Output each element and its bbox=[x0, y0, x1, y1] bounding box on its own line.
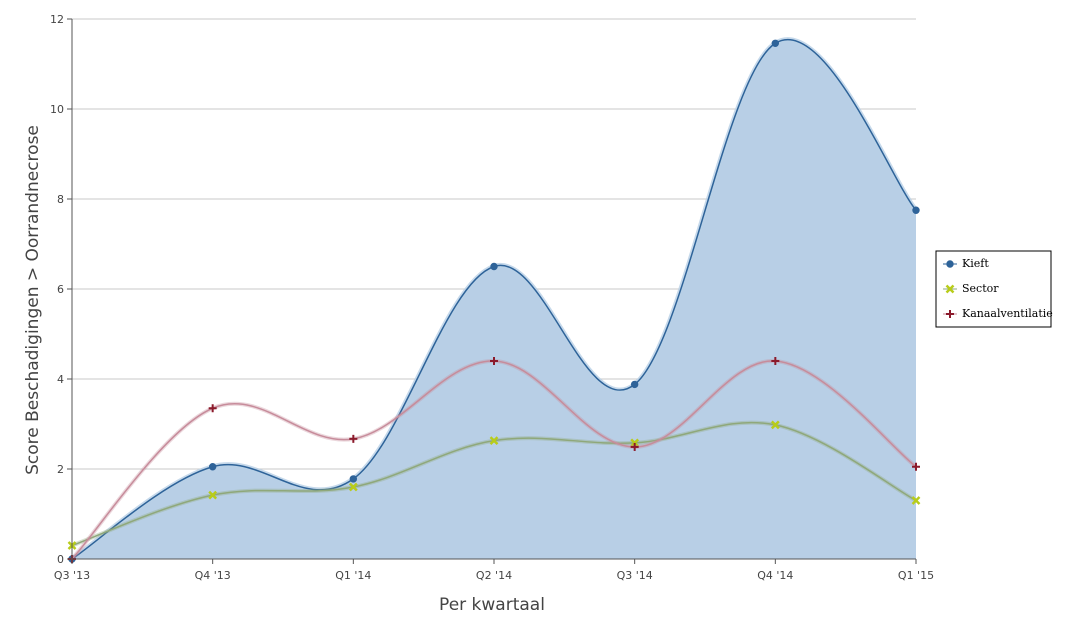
data-point bbox=[630, 442, 639, 451]
data-point bbox=[489, 436, 499, 446]
x-tick-label: Q1 '15 bbox=[898, 569, 934, 582]
axes: 0 2 4 6 8 10 12 Q3 '13 Q4 '13 Q1 '14 Q2 '14 Q3 '14 Q… bbox=[50, 13, 934, 582]
marker-stroke bbox=[911, 496, 921, 505]
y-tick-label: 8 bbox=[57, 193, 64, 206]
data-point bbox=[348, 482, 358, 492]
x-tick-label: Q4 '14 bbox=[757, 569, 793, 582]
series-area bbox=[72, 39, 916, 559]
y-axis-title: Score Beschadigingen > Oorrandnecrose bbox=[23, 125, 43, 475]
series-layer bbox=[67, 37, 921, 563]
data-point bbox=[945, 284, 955, 294]
marker-stroke bbox=[208, 490, 218, 500]
data-point bbox=[771, 39, 780, 47]
marker-stroke bbox=[770, 420, 780, 430]
series-sector bbox=[67, 420, 921, 550]
legend-item-kanaalventilatie: Kanaalventilatie bbox=[943, 307, 1053, 320]
data-point bbox=[630, 380, 639, 389]
x-tick-label: Q2 '14 bbox=[476, 569, 512, 582]
y-tick-label: 10 bbox=[50, 103, 64, 116]
data-point bbox=[771, 357, 780, 365]
legend-item-sector: Sector bbox=[943, 282, 999, 295]
series-kieft bbox=[68, 37, 920, 563]
y-tick-label: 12 bbox=[50, 13, 64, 26]
y-tick-label: 2 bbox=[57, 463, 64, 476]
data-point bbox=[946, 260, 954, 268]
x-tick-label: Q3 '14 bbox=[617, 569, 653, 582]
legend-label: Kanaalventilatie bbox=[962, 307, 1053, 320]
data-point bbox=[349, 434, 358, 443]
data-point bbox=[912, 206, 920, 214]
data-point bbox=[770, 420, 780, 430]
y-tick-label: 0 bbox=[57, 553, 64, 566]
x-tick-label: Q1 '14 bbox=[335, 569, 371, 582]
data-point bbox=[208, 490, 218, 500]
x-axis-title: Per kwartaal bbox=[439, 595, 545, 615]
legend-item-kieft: Kieft bbox=[943, 257, 989, 270]
data-point bbox=[490, 357, 498, 365]
data-point bbox=[946, 310, 954, 318]
y-tick-label: 6 bbox=[57, 283, 64, 296]
data-point bbox=[630, 438, 640, 448]
x-tick-label: Q4 '13 bbox=[195, 569, 231, 582]
y-tick-label: 4 bbox=[57, 373, 64, 386]
legend: Kieft Sector Kanaalventilatie bbox=[935, 250, 1053, 328]
marker-stroke bbox=[945, 284, 955, 294]
marker-stroke bbox=[348, 482, 358, 492]
data-point bbox=[208, 463, 217, 471]
x-tick-label: Q3 '13 bbox=[54, 569, 90, 582]
data-point bbox=[911, 496, 921, 505]
marker-stroke bbox=[630, 438, 640, 448]
data-point bbox=[490, 262, 498, 271]
legend-label: Sector bbox=[962, 282, 999, 295]
data-point bbox=[349, 475, 358, 483]
marker-stroke bbox=[489, 436, 499, 446]
data-point bbox=[912, 462, 920, 471]
data-point bbox=[208, 404, 217, 413]
legend-label: Kieft bbox=[962, 257, 989, 270]
